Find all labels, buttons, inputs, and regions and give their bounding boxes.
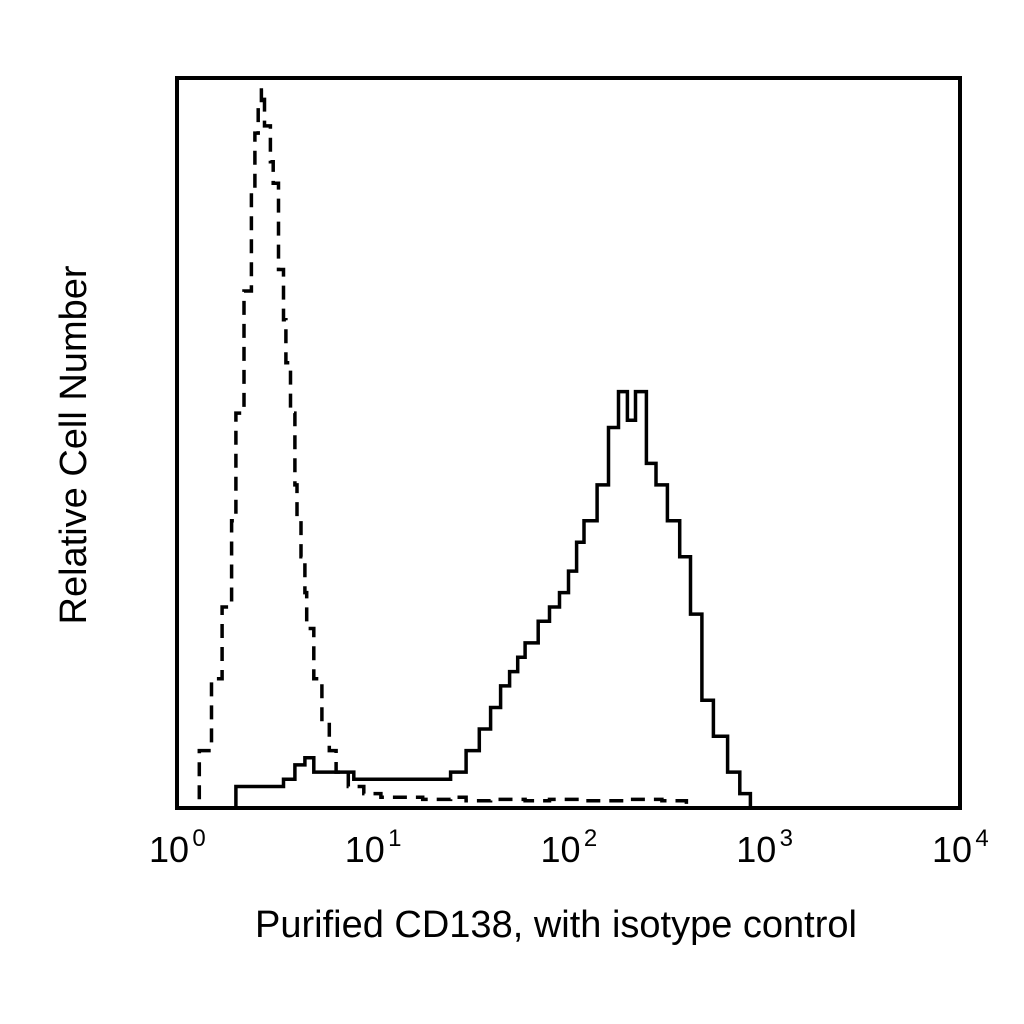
- x-tick-exponent: 1: [388, 825, 401, 852]
- plot-frame: [175, 76, 962, 810]
- x-tick-label: 10: [932, 829, 972, 870]
- x-tick-exponent: 0: [192, 825, 205, 852]
- cd138-histogram: [211, 389, 753, 810]
- x-tick-labels: 10 0 10 1 10 2 10 3 10 4: [149, 825, 989, 870]
- x-tick-label: 10: [345, 829, 385, 870]
- x-tick-label: 10: [736, 829, 776, 870]
- y-axis-label: Relative Cell Number: [53, 265, 95, 624]
- x-tick-exponent: 3: [780, 825, 793, 852]
- x-tick-label: 10: [540, 829, 580, 870]
- series-layer: [185, 88, 753, 810]
- isotype-control-histogram: [185, 88, 689, 810]
- x-tick-label: 10: [149, 829, 189, 870]
- x-tick-exponent: 4: [975, 825, 988, 852]
- x-axis-label: Purified CD138, with isotype control: [255, 904, 857, 946]
- x-tick-exponent: 2: [584, 825, 597, 852]
